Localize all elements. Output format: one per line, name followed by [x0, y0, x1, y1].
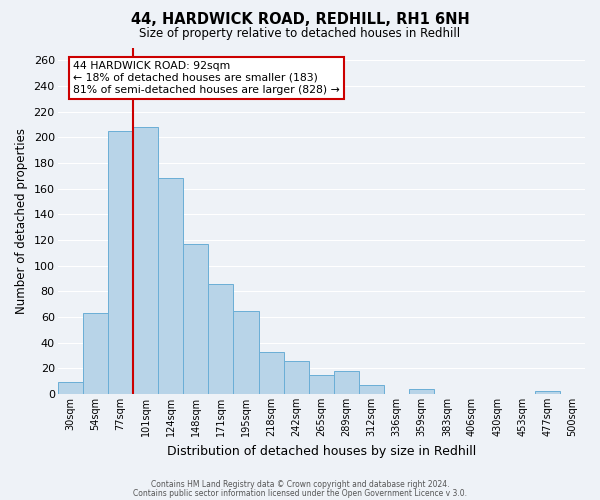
- Bar: [83, 313, 108, 394]
- Bar: [359, 385, 384, 394]
- Bar: [108, 131, 133, 394]
- Bar: [259, 352, 284, 394]
- Bar: [233, 310, 259, 394]
- Bar: [535, 392, 560, 394]
- Bar: [208, 284, 233, 394]
- Bar: [183, 244, 208, 394]
- Bar: [133, 127, 158, 394]
- Text: 44, HARDWICK ROAD, REDHILL, RH1 6NH: 44, HARDWICK ROAD, REDHILL, RH1 6NH: [131, 12, 469, 28]
- Y-axis label: Number of detached properties: Number of detached properties: [15, 128, 28, 314]
- Bar: [158, 178, 183, 394]
- Text: Contains public sector information licensed under the Open Government Licence v : Contains public sector information licen…: [133, 488, 467, 498]
- Bar: [284, 360, 309, 394]
- Text: Size of property relative to detached houses in Redhill: Size of property relative to detached ho…: [139, 28, 461, 40]
- Bar: [58, 382, 83, 394]
- Bar: [309, 375, 334, 394]
- Text: Contains HM Land Registry data © Crown copyright and database right 2024.: Contains HM Land Registry data © Crown c…: [151, 480, 449, 489]
- Bar: [334, 371, 359, 394]
- Text: 44 HARDWICK ROAD: 92sqm
← 18% of detached houses are smaller (183)
81% of semi-d: 44 HARDWICK ROAD: 92sqm ← 18% of detache…: [73, 62, 340, 94]
- Bar: [409, 389, 434, 394]
- X-axis label: Distribution of detached houses by size in Redhill: Distribution of detached houses by size …: [167, 444, 476, 458]
